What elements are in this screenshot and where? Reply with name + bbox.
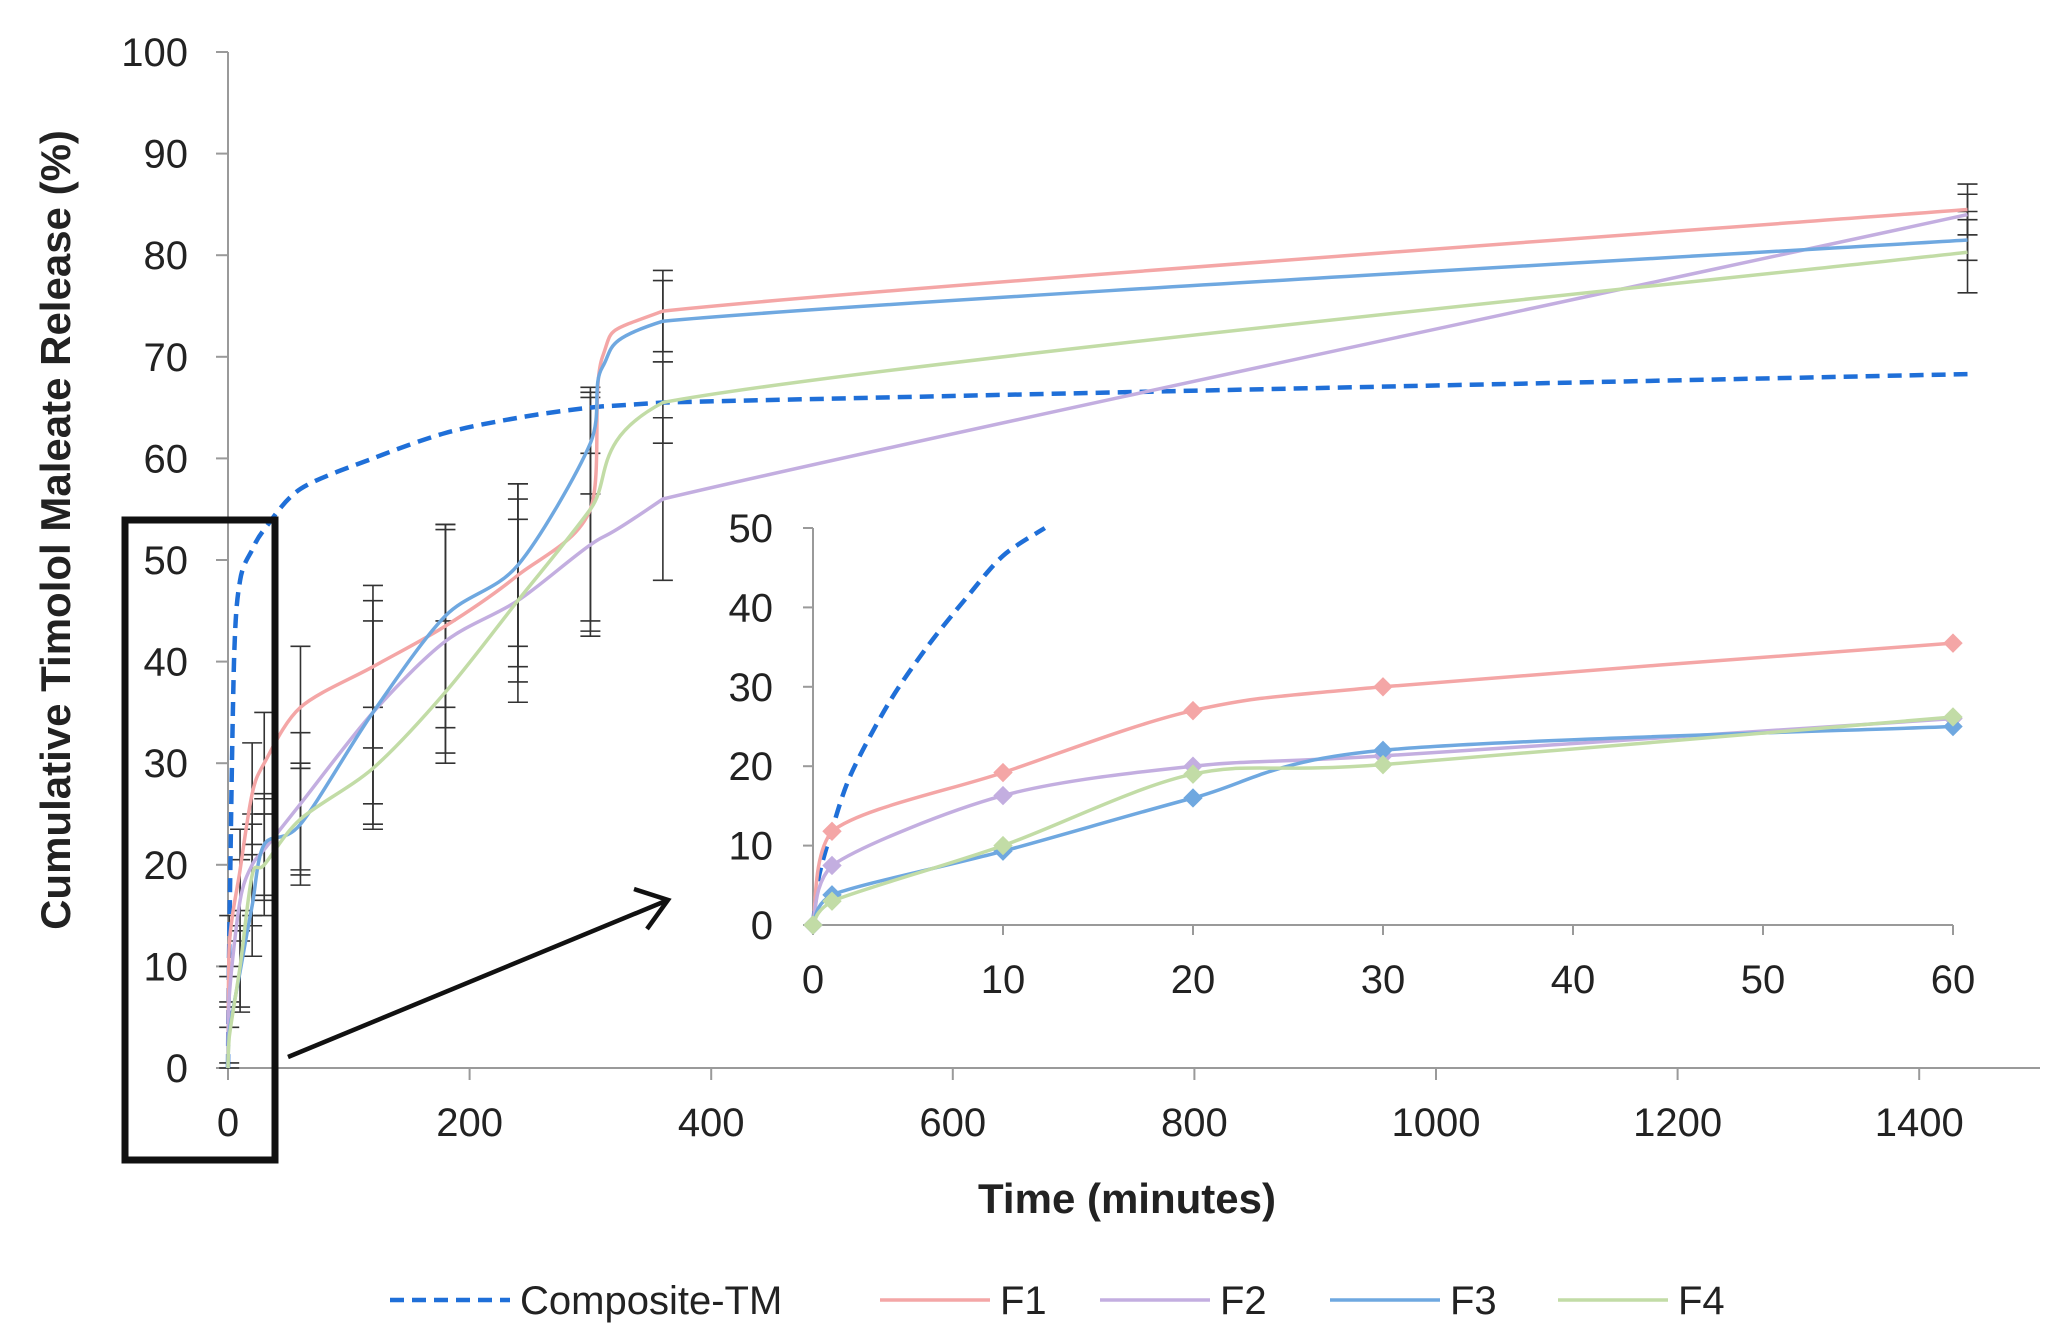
y-tick-label: 100 <box>121 31 188 75</box>
x-tick-label: 1200 <box>1633 1101 1722 1145</box>
inset-x-tick-label: 10 <box>981 958 1026 1002</box>
x-tick-label: 400 <box>678 1101 745 1145</box>
inset-y-tick-label: 10 <box>729 825 774 869</box>
y-tick-label: 40 <box>144 641 189 685</box>
series-line-f1 <box>226 207 1968 1069</box>
x-tick-label: 800 <box>1161 1101 1228 1145</box>
main-series-lines <box>225 207 1968 1069</box>
x-tick-label: 200 <box>436 1101 503 1145</box>
inset-x-tick-label: 50 <box>1741 958 1786 1002</box>
legend-label-f4: F4 <box>1678 1279 1725 1323</box>
inset-y-tick-label: 0 <box>751 904 773 948</box>
y-tick-label: 0 <box>166 1047 188 1091</box>
y-tick-label: 30 <box>144 742 189 786</box>
inset-point-f4 <box>993 835 1013 856</box>
series-line-f2 <box>226 212 1968 1069</box>
y-tick-label: 50 <box>144 539 189 583</box>
series-line-f3 <box>226 238 1968 1069</box>
inset-series-line-composite-tm <box>810 526 1047 926</box>
y-tick-label: 80 <box>144 234 189 278</box>
zoom-annotation <box>121 516 672 1164</box>
inset-y-tick-label: 30 <box>729 666 774 710</box>
y-tick-label: 60 <box>144 437 189 481</box>
zoom-arrow-shaft <box>287 897 669 1060</box>
inset-point-f4 <box>1183 764 1203 784</box>
inset-x-tick-label: 40 <box>1551 958 1596 1002</box>
inset-point-f4 <box>1943 707 1963 727</box>
x-tick-label: 1000 <box>1392 1101 1481 1145</box>
inset-point-f4 <box>822 891 842 911</box>
legend-label-f2: F2 <box>1220 1279 1267 1323</box>
x-tick-label: 0 <box>217 1101 239 1145</box>
inset-x-tick-label: 30 <box>1361 958 1406 1002</box>
y-axis-title: Cumulative Timolol Maleate Release (%) <box>32 130 79 930</box>
y-tick-label: 70 <box>144 336 189 380</box>
series-line-f4 <box>226 250 1968 1069</box>
series-line-composite-tm <box>225 371 1968 1069</box>
inset-point-f2 <box>822 855 842 876</box>
inset-point-f3 <box>1183 788 1203 808</box>
legend-label-f1: F1 <box>1000 1279 1047 1323</box>
x-tick-label: 600 <box>919 1101 986 1145</box>
inset-y-tick-label: 40 <box>729 586 774 630</box>
legend-label-f3: F3 <box>1450 1279 1497 1323</box>
y-tick-label: 90 <box>144 133 189 177</box>
inset-point-f4 <box>1373 754 1393 775</box>
inset-chart: 0 10 20 30 40 50 0 10 20 30 40 50 60 <box>693 498 2008 1005</box>
x-axis-title: Time (minutes) <box>978 1175 1276 1222</box>
inset-background <box>693 498 2008 1005</box>
inset-point-f1 <box>822 821 842 842</box>
inset-y-tick-label: 50 <box>729 507 774 551</box>
inset-x-tick-label: 0 <box>802 958 824 1002</box>
inset-point-f1 <box>993 762 1013 783</box>
legend-label-composite-tm: Composite-TM <box>520 1279 782 1323</box>
y-tick-label: 10 <box>144 945 189 989</box>
inset-point-f1 <box>1373 677 1393 697</box>
x-tick-label: 1400 <box>1875 1101 1964 1145</box>
inset-point-f1 <box>1183 700 1203 721</box>
inset-x-tick-label: 20 <box>1171 958 1216 1002</box>
inset-point-f4 <box>803 915 823 935</box>
inset-point-f2 <box>993 785 1013 806</box>
inset-x-tick-label: 60 <box>1931 958 1976 1002</box>
inset-point-f1 <box>1943 633 1963 653</box>
legend: Composite-TM F1 F2 F3 F4 <box>390 1279 1725 1323</box>
inset-y-tick-label: 20 <box>729 745 774 789</box>
y-tick-label: 20 <box>144 844 189 888</box>
zoom-arrow-head <box>633 886 672 931</box>
zoom-box <box>121 516 279 1164</box>
